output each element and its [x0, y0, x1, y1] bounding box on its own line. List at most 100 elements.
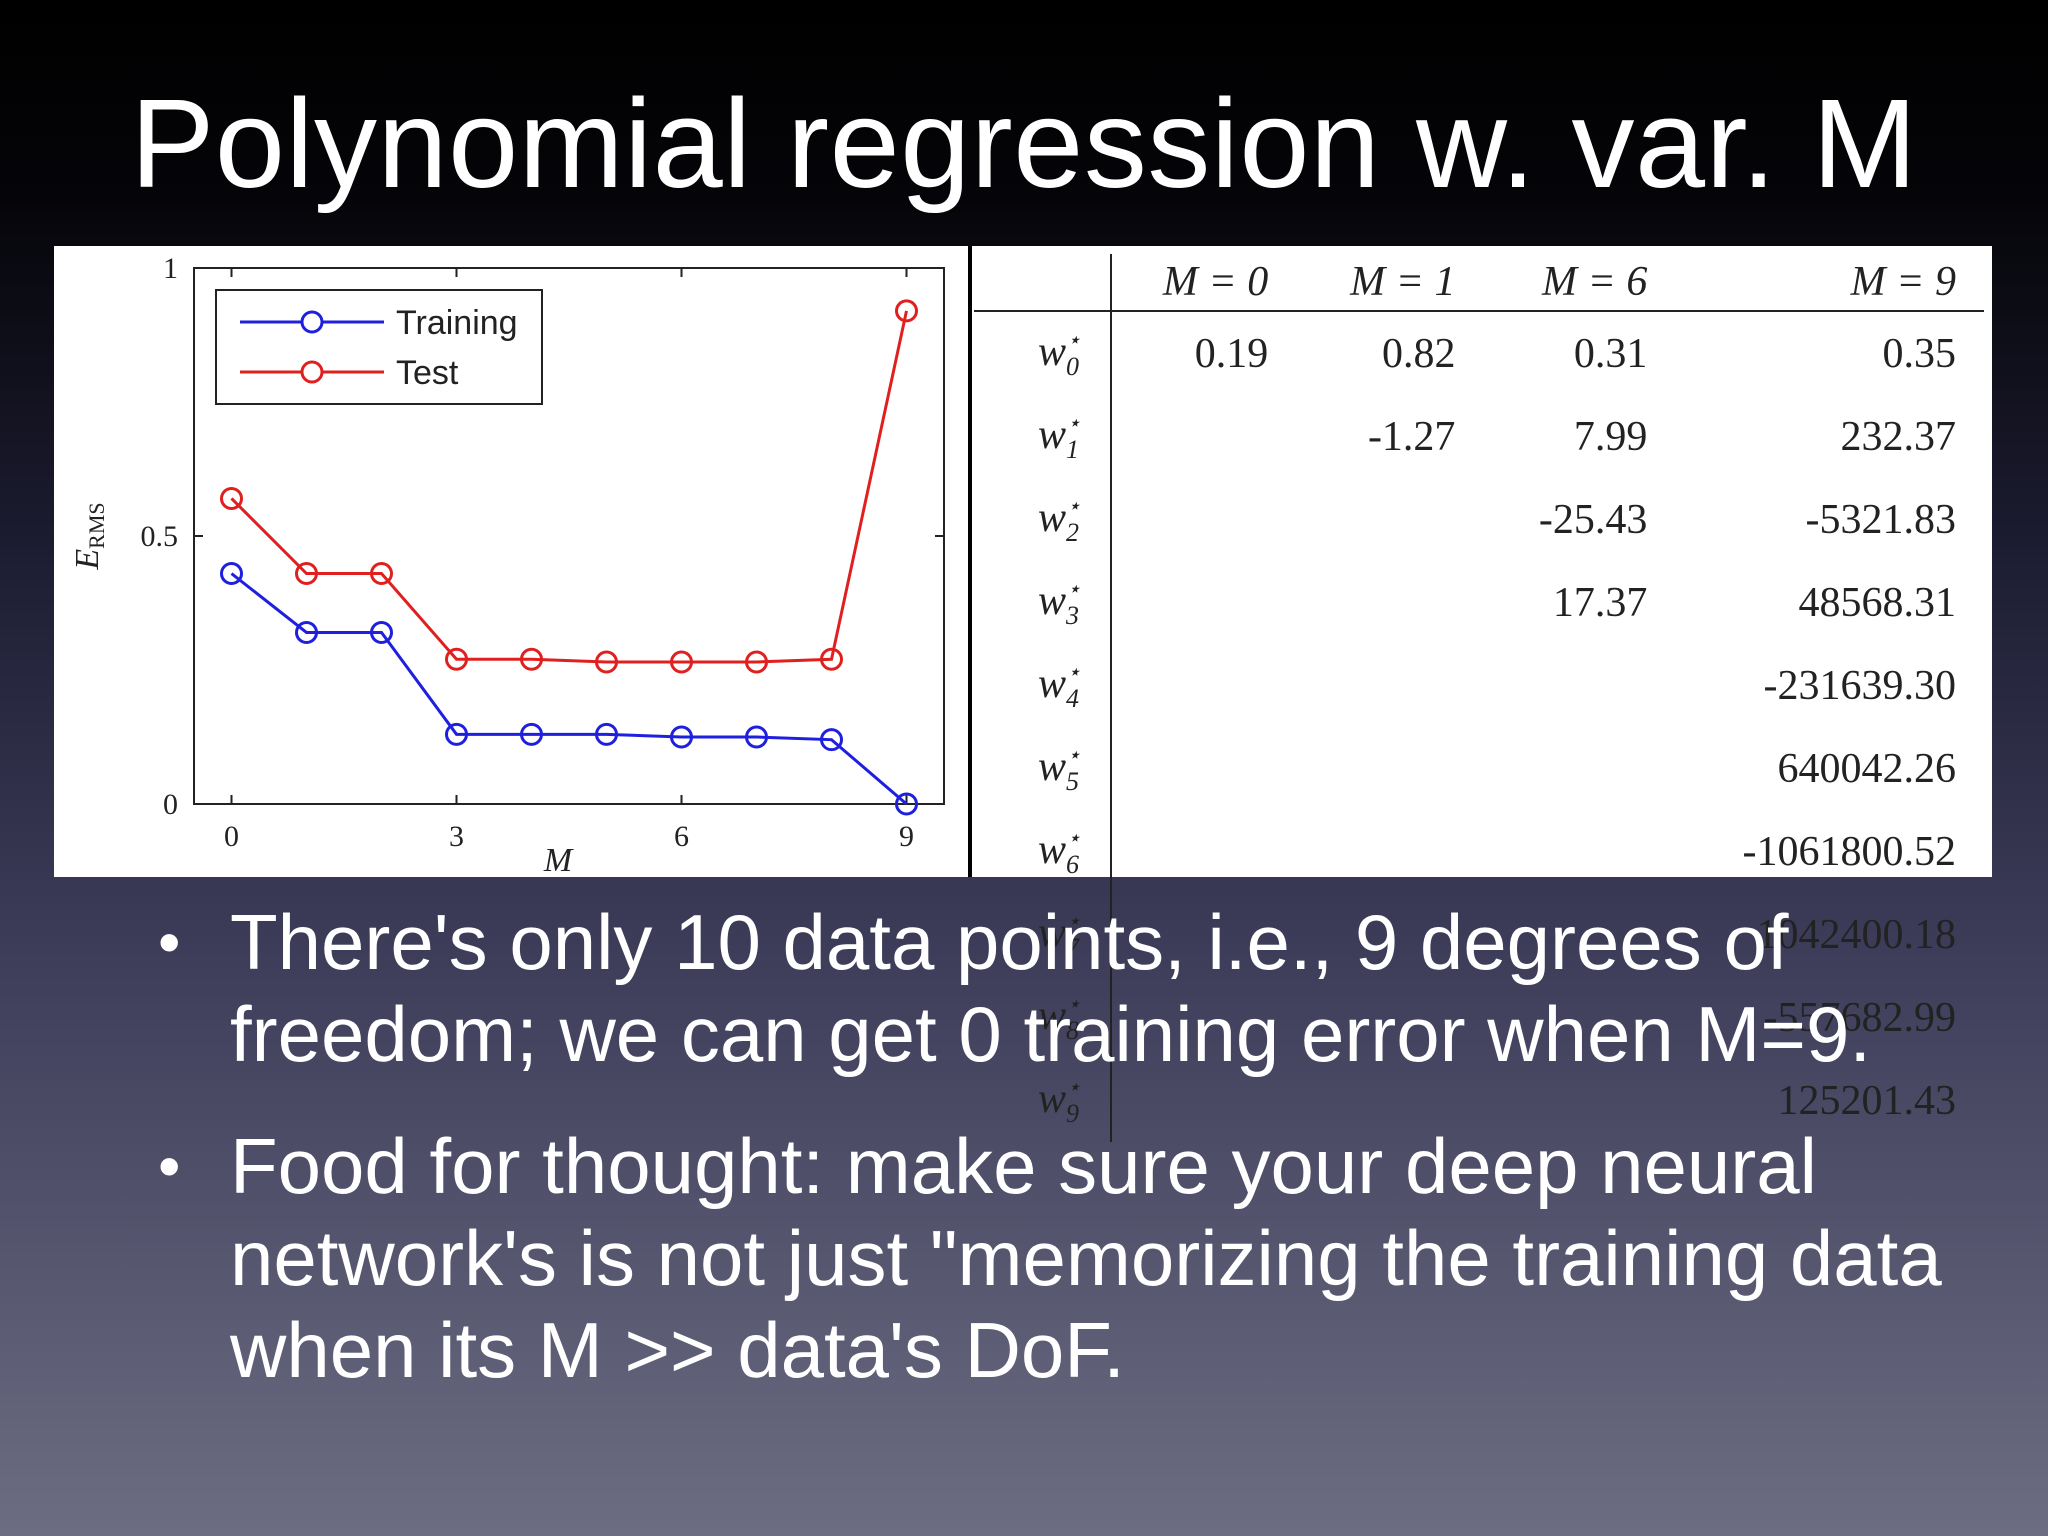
weight-cell: -557682.99	[1763, 994, 1957, 1041]
data-point-training	[520, 722, 543, 746]
weight-cell	[1111, 395, 1296, 478]
y-tick-label: 0.5	[141, 520, 179, 553]
data-point-test	[595, 650, 618, 674]
legend-swatch-marker	[300, 310, 324, 334]
data-point-test	[295, 562, 318, 586]
data-point-training	[220, 562, 243, 586]
table-corner	[974, 254, 1113, 312]
panel-divider	[968, 246, 972, 877]
col-header-m6: M = 6	[1483, 254, 1676, 312]
data-point-training	[445, 722, 468, 746]
weight-row-label: w5⋆	[974, 727, 1113, 810]
weight-cell: 1042400.18	[1756, 911, 1957, 958]
weight-row-label: w2⋆	[974, 478, 1113, 561]
data-point-test	[670, 650, 693, 674]
weight-cell	[1111, 561, 1296, 644]
data-point-test	[820, 647, 843, 671]
error-vs-m-chart: 0 3 6 9 0 0.5 1 Training Test M ERMS	[69, 252, 945, 877]
bullet-text: Food for thought: make sure your deep ne…	[230, 1122, 1942, 1394]
weight-cell: 232.37	[1840, 413, 1957, 460]
data-point-training	[295, 620, 318, 644]
tick-marks	[194, 267, 944, 805]
weight-cell	[1483, 810, 1675, 893]
weight-cell: -5321.83	[1805, 496, 1957, 543]
table-row: w4⋆ -231639.30	[974, 644, 1984, 727]
table-row: w7⋆ 1042400.18	[974, 893, 1984, 976]
legend-label: Training	[396, 304, 518, 342]
y-tick-label: 0	[163, 788, 178, 821]
x-tick-label: 6	[674, 820, 689, 853]
weight-row-label: w6⋆	[974, 810, 1113, 893]
weight-row-label: w8⋆	[974, 976, 1113, 1059]
data-point-training	[670, 725, 693, 749]
table-row: w0⋆ 0.19 0.82 0.31 0.35	[974, 311, 1984, 395]
figure-panel: 0 3 6 9 0 0.5 1 Training Test M ERMS M = 0 M = …	[54, 246, 1992, 1142]
data-point-training	[370, 620, 393, 644]
weight-cell	[1111, 727, 1296, 810]
weight-row-label: w0⋆	[974, 311, 1113, 395]
series-line-training	[230, 572, 908, 806]
weight-row-label: w1⋆	[974, 395, 1113, 478]
weight-cell	[1483, 727, 1675, 810]
weight-cell: 0.31	[1573, 330, 1648, 377]
weight-row-label: w4⋆	[974, 644, 1113, 727]
table-row: w8⋆ -557682.99	[974, 976, 1984, 1059]
legend-label: Test	[396, 354, 459, 392]
table-row: w9⋆ 125201.43	[974, 1059, 1984, 1142]
data-point-training	[595, 722, 618, 746]
weight-cell	[1296, 644, 1483, 727]
legend-box	[215, 289, 543, 405]
data-point-test	[895, 299, 918, 323]
weight-cell	[1111, 644, 1296, 727]
x-axis-label: M	[543, 842, 574, 877]
weight-row-label: w7⋆	[974, 893, 1113, 976]
y-axis-label-sub: RMS	[84, 502, 109, 548]
weight-cell: 0.19	[1194, 330, 1269, 377]
weight-row-label: w9⋆	[974, 1059, 1113, 1142]
table-row: w2⋆ -25.43 -5321.83	[974, 478, 1984, 561]
weight-cell: 640042.26	[1777, 745, 1957, 792]
col-header-m0: M = 0	[1111, 254, 1297, 312]
data-point-training	[745, 725, 768, 749]
svg-text:ERMS: ERMS	[69, 502, 109, 570]
bullet-item: • Food for thought: make sure your deep n…	[152, 1120, 1952, 1396]
x-tick-label: 0	[224, 820, 239, 853]
weight-cell	[1111, 478, 1296, 561]
data-point-test	[520, 647, 543, 671]
x-tick-label: 9	[899, 820, 914, 853]
data-point-training	[820, 728, 843, 752]
table-row: w1⋆ -1.27 7.99 232.37	[974, 395, 1984, 478]
data-point-test	[370, 562, 393, 586]
weight-cell: -1061800.52	[1742, 828, 1957, 875]
weight-cell: -25.43	[1538, 496, 1648, 543]
data-point-test	[445, 647, 468, 671]
slide-title: Polynomial regression w. var. M	[130, 73, 1918, 214]
weight-cell	[1111, 810, 1296, 893]
tick-labels: 0 3 6 9 0 0.5 1	[141, 252, 915, 853]
y-axis-label-main: E	[69, 549, 106, 571]
weight-cell	[1483, 644, 1675, 727]
y-axis-label: ERMS	[69, 502, 109, 570]
legend-swatch-marker	[300, 360, 324, 384]
weight-cell: -231639.30	[1763, 662, 1957, 709]
bullet-dot-icon: •	[158, 906, 181, 978]
weights-table: M = 0 M = 1 M = 6 M = 9 w0⋆ 0.19 0.82 0.31 0…	[974, 254, 1984, 1142]
y-tick-label: 1	[163, 252, 178, 285]
table-row: w5⋆ 640042.26	[974, 727, 1984, 810]
col-header-m9: M = 9	[1675, 254, 1984, 312]
weight-cell: -1.27	[1367, 413, 1456, 460]
bullet-item: • There's only 10 data points, i.e., 9 de…	[152, 896, 1952, 1080]
bullet-list: • There's only 10 data points, i.e., 9 de…	[152, 896, 1952, 1436]
weight-cell: 48568.31	[1798, 579, 1957, 626]
series-layer	[220, 299, 918, 816]
weight-cell: 7.99	[1573, 413, 1648, 460]
weight-cell	[1296, 727, 1483, 810]
bullet-dot-icon: •	[158, 1130, 181, 1202]
weight-cell	[1296, 478, 1483, 561]
bullet-text: There's only 10 data points, i.e., 9 deg…	[230, 898, 1872, 1078]
weight-cell: 17.37	[1552, 579, 1648, 626]
weight-cell	[1296, 810, 1483, 893]
data-point-training	[895, 792, 918, 816]
x-tick-label: 3	[449, 820, 464, 853]
table-row: w3⋆ 17.37 48568.31	[974, 561, 1984, 644]
